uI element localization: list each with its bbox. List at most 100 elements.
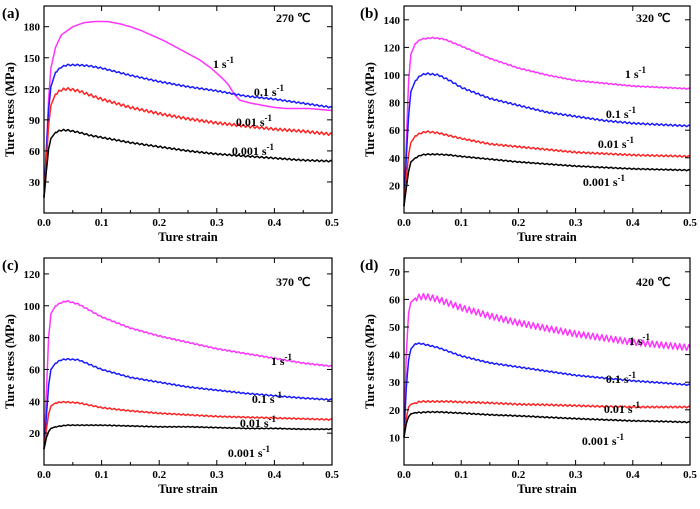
panel-a-x-tick-label-3: 0.3	[210, 217, 224, 229]
panel-d-series-3-label: 0.001 s-1	[582, 432, 625, 448]
panel-b-series-1-label: 0.1 s-1	[606, 105, 637, 121]
panel-d-y-tick-label-0: 10	[389, 432, 401, 444]
panel-c-label: (c)	[2, 258, 19, 274]
panel-d-y-tick-label-1: 20	[389, 405, 401, 417]
panel-d-label: (d)	[360, 258, 378, 274]
panel-d-x-tick-label-4: 0.4	[626, 469, 640, 481]
panel-a-label: (a)	[2, 6, 20, 22]
panel-a-y-tick-label-3: 120	[24, 84, 41, 96]
panel-c-x-tick-label-4: 0.4	[268, 469, 282, 481]
panel-c-y-tick-label-3: 80	[29, 333, 41, 345]
panel-c-x-axis-title: Ture strain	[158, 482, 217, 496]
panel-b-series-3-label: 0.001 s-1	[583, 173, 626, 189]
panel-c-x-tick-label-1: 0.1	[95, 469, 109, 481]
panel-a-x-tick-label-1: 0.1	[95, 217, 109, 229]
panel-b-x-tick-label-1: 0.1	[454, 217, 468, 229]
panel-c-y-tick-label-4: 100	[24, 301, 41, 313]
panel-b-series-3-line	[403, 153, 691, 207]
panel-d-x-tick-label-2: 0.2	[512, 469, 526, 481]
panel-a-y-tick-label-2: 90	[29, 115, 41, 127]
panel-c-y-axis-title: Ture stress (MPa)	[3, 314, 17, 409]
panel-a-series-0-line	[43, 20, 333, 198]
panel-a-series-1-line	[43, 63, 333, 198]
panel-c-series-3-label: 0.001 s-1	[228, 444, 271, 460]
panel-a-x-tick-label-5: 0.5	[325, 217, 339, 229]
panel-d-series-2-label: 0.01 s-1	[604, 400, 641, 416]
panel-c-series-0-line	[43, 299, 333, 450]
panel-a-y-tick-label-0: 30	[29, 177, 41, 189]
panel-d-series-2-line	[403, 399, 691, 438]
panel-d-x-tick-label-0: 0.0	[397, 469, 411, 481]
panel-c-series-2-line	[43, 400, 333, 450]
panel-c: 0.0 0.1 0.2 0.3 0.4 0.5 20 40 60 80 100 120 Ture str…	[2, 257, 339, 496]
panel-a-series-3-label: 0.001 s-1	[232, 142, 275, 158]
panel-d-series-0-line	[403, 292, 691, 438]
panel-c-y-tick-label-0: 20	[29, 428, 41, 440]
panel-c-x-tick-label-5: 0.5	[325, 469, 339, 481]
panel-c-x-tick-label-3: 0.3	[210, 469, 224, 481]
panel-b-y-tick-label-5: 120	[384, 42, 401, 54]
panel-d-series-0-label: 1 s-1	[629, 332, 651, 348]
panel-a-series-3-line	[43, 128, 333, 198]
panel-b-x-tick-label-2: 0.2	[512, 217, 526, 229]
panel-b-x-tick-label-3: 0.3	[569, 217, 583, 229]
panel-b-x-tick-label-0: 0.0	[397, 217, 411, 229]
panel-c-y-tick-label-1: 40	[29, 396, 41, 408]
panel-c-x-tick-label-2: 0.2	[152, 469, 166, 481]
panel-d-series-1-line	[403, 342, 691, 438]
panel-d-x-tick-label-3: 0.3	[569, 469, 583, 481]
panel-b-y-axis-title: Ture stress (MPa)	[363, 62, 377, 157]
panel-c-y-tick-label-5: 120	[24, 269, 41, 281]
panel-b-y-tick-label-1: 40	[389, 153, 401, 165]
panel-a-x-tick-label-2: 0.2	[152, 217, 166, 229]
panel-d-temperature: 420 ℃	[636, 275, 670, 289]
panel-b-series-0-line	[403, 36, 691, 207]
panel-b-y-tick-label-4: 100	[384, 70, 401, 82]
panel-b-series-0-label: 1 s-1	[625, 65, 647, 81]
panel-b-series-2-label: 0.01 s-1	[598, 135, 635, 151]
panel-b-label: (b)	[360, 6, 378, 22]
panel-a-y-tick-label-4: 150	[24, 53, 41, 65]
panel-d-x-tick-label-1: 0.1	[454, 469, 468, 481]
panel-a-series-1-label: 0.1 s-1	[254, 83, 285, 99]
panel-c-series-2-label: 0.01 s-1	[240, 414, 277, 430]
panel-a-x-tick-label-4: 0.4	[268, 217, 282, 229]
panel-b-temperature: 320 ℃	[636, 11, 670, 25]
panel-a-series-0-label: 1 s-1	[213, 55, 235, 71]
panel-d-x-tick-label-5: 0.5	[683, 469, 697, 481]
panel-b-y-tick-label-6: 140	[384, 15, 401, 27]
panel-c-series-3-line	[43, 424, 333, 450]
panel-c-series-0-label: 1 s-1	[271, 352, 293, 368]
panel-b-y-tick-label-0: 20	[389, 180, 401, 192]
panel-a-plot-frame	[43, 5, 333, 214]
panel-d-plot-frame	[403, 257, 691, 466]
panel-b-series-1-line	[403, 72, 691, 207]
panel-d-x-axis-title: Ture strain	[517, 482, 576, 496]
panel-a-y-tick-label-1: 60	[29, 146, 41, 158]
panel-b-x-axis-title: Ture strain	[517, 230, 576, 244]
panel-c-series-1-label: 0.1 s-1	[252, 390, 283, 406]
panel-d-y-tick-label-4: 50	[389, 322, 401, 334]
panel-a: 0.0 0.1 0.2 0.3 0.4 0.5 30 60 90 120 150 180 Ture st…	[2, 5, 339, 244]
panel-a-y-tick-label-5: 180	[24, 22, 41, 34]
panel-d-y-axis-title: Ture stress (MPa)	[363, 314, 377, 409]
panel-a-x-axis-title: Ture strain	[158, 230, 217, 244]
panel-b-series-2-line	[403, 130, 691, 207]
panel-d-series-3-line	[403, 410, 691, 438]
panel-c-temperature: 370 ℃	[276, 275, 310, 289]
panel-c-x-tick-label-0: 0.0	[37, 469, 51, 481]
panel-d-y-tick-label-6: 70	[389, 267, 401, 279]
panel-d-y-tick-label-3: 40	[389, 350, 401, 362]
panel-c-series-1-line	[43, 357, 333, 450]
panel-a-temperature: 270 ℃	[276, 11, 310, 25]
panel-c-y-tick-label-2: 60	[29, 364, 41, 376]
panel-d: 0.0 0.1 0.2 0.3 0.4 0.5 10 20 30 40 50 60 70 Ture str…	[360, 257, 697, 496]
panel-b: 0.0 0.1 0.2 0.3 0.4 0.5 20 40 60 80 100 120 140 Ture …	[360, 5, 697, 244]
panel-a-x-tick-label-0: 0.0	[37, 217, 51, 229]
panel-a-series-2-label: 0.01 s-1	[236, 113, 273, 129]
panel-d-y-tick-label-5: 60	[389, 294, 401, 306]
panel-b-x-tick-label-5: 0.5	[683, 217, 697, 229]
panel-d-series-1-label: 0.1 s-1	[606, 370, 637, 386]
panel-a-series-2-line	[43, 86, 333, 198]
